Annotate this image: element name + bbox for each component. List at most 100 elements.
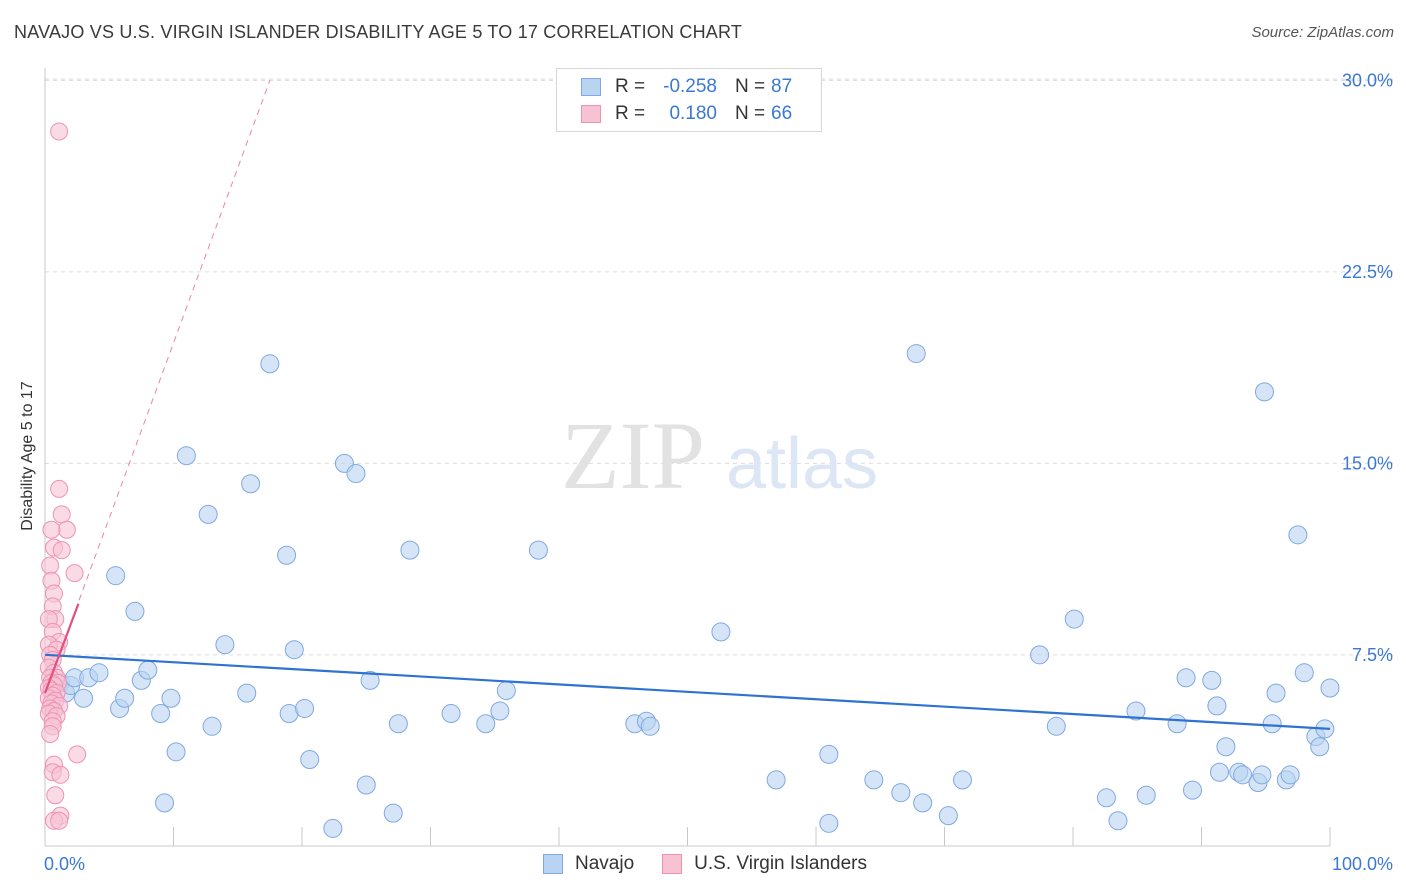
chart-title: NAVAJO VS U.S. VIRGIN ISLANDER DISABILIT… xyxy=(14,22,743,42)
navajo-point xyxy=(1096,788,1116,808)
virgin-n-label: N = xyxy=(735,103,766,124)
navajo-point xyxy=(388,714,408,734)
navajo-point xyxy=(1202,670,1222,690)
navajo-r-value: -0.258 xyxy=(663,76,717,97)
navajo-point xyxy=(161,688,181,708)
virgin-point xyxy=(51,765,70,784)
navajo-point xyxy=(1254,382,1274,402)
legend-item-virgin[interactable]: U.S. Virgin Islanders xyxy=(662,853,867,875)
virgin-legend-swatch-icon xyxy=(662,854,683,874)
navajo-point xyxy=(1233,765,1253,785)
navajo-point xyxy=(155,793,175,813)
x-tick-label-min: 0.0% xyxy=(44,854,85,874)
navajo-n-value: 87 xyxy=(771,76,793,97)
virgin-trend-line xyxy=(43,603,80,694)
navajo-point xyxy=(125,601,145,621)
navajo-point xyxy=(952,770,972,790)
correlation-stats-box: R = -0.258 N = 87 R = 0.180 N = 66 xyxy=(556,68,822,132)
navajo-point xyxy=(202,716,222,736)
watermark-zip: ZIP xyxy=(561,402,705,509)
navajo-point xyxy=(1294,663,1314,683)
navajo-point xyxy=(1183,780,1203,800)
navajo-point xyxy=(1288,525,1308,545)
navajo-point xyxy=(766,770,786,790)
navajo-point xyxy=(215,635,235,655)
virgin-point xyxy=(50,479,69,498)
navajo-trend-line xyxy=(44,653,1331,730)
navajo-point xyxy=(711,622,731,642)
watermark-atlas: atlas xyxy=(726,424,878,504)
virgin-point xyxy=(68,745,87,764)
legend-item-navajo[interactable]: Navajo xyxy=(543,853,634,875)
navajo-point xyxy=(241,474,261,494)
navajo-point xyxy=(1209,762,1229,782)
navajo-point xyxy=(864,770,884,790)
virgin-point xyxy=(41,724,60,743)
navajo-point xyxy=(284,640,304,660)
navajo-point xyxy=(151,704,171,724)
stats-row-virgin: R = 0.180 N = 66 xyxy=(581,101,792,127)
virgin-point xyxy=(46,786,65,805)
navajo-point xyxy=(1108,811,1128,831)
virgin-point xyxy=(42,520,61,539)
virgin-point xyxy=(50,122,69,141)
navajo-point xyxy=(400,540,420,560)
navajo-point xyxy=(640,716,660,736)
virgin-n-value: 66 xyxy=(771,103,793,124)
navajo-point xyxy=(913,793,933,813)
navajo-point xyxy=(1046,716,1066,736)
chart-legend: Navajo U.S. Virgin Islanders xyxy=(0,852,1406,876)
source-label: Source: ZipAtlas.com xyxy=(1251,24,1394,41)
navajo-point xyxy=(1030,645,1050,665)
navajo-point xyxy=(138,660,158,680)
navajo-point xyxy=(176,446,196,466)
navajo-point xyxy=(346,464,366,484)
navajo-point xyxy=(819,813,839,833)
virgin-point xyxy=(52,505,71,524)
y-tick-label: 7.5% xyxy=(1352,645,1393,665)
virgin-r-label: R = xyxy=(615,103,646,124)
navajo-point xyxy=(300,749,320,769)
navajo-point xyxy=(1280,765,1300,785)
navajo-point xyxy=(528,540,548,560)
navajo-point xyxy=(277,545,297,565)
virgin-r-value: 0.180 xyxy=(669,103,717,124)
navajo-point xyxy=(1266,683,1286,703)
y-tick-label: 30.0% xyxy=(1342,70,1393,90)
navajo-point xyxy=(115,688,135,708)
legend-label-navajo: Navajo xyxy=(575,853,635,874)
navajo-point xyxy=(496,681,516,701)
navajo-point xyxy=(441,704,461,724)
virgin-point xyxy=(65,564,84,583)
navajo-point xyxy=(383,803,403,823)
navajo-point xyxy=(295,698,315,718)
navajo-point xyxy=(1167,714,1187,734)
navajo-point xyxy=(906,344,926,364)
virgin-point xyxy=(41,556,60,575)
navajo-point xyxy=(1064,609,1084,629)
navajo-point xyxy=(1310,737,1330,757)
navajo-point xyxy=(1207,696,1227,716)
navajo-r-label: R = xyxy=(615,76,646,97)
y-tick-label: 22.5% xyxy=(1342,262,1393,282)
navajo-point xyxy=(89,663,109,683)
navajo-point xyxy=(74,688,94,708)
x-tick-label-max: 100.0% xyxy=(1332,854,1393,874)
navajo-point xyxy=(1176,668,1196,688)
virgin-point xyxy=(57,520,76,539)
y-tick-label: 15.0% xyxy=(1342,453,1393,473)
virgin-swatch-icon xyxy=(581,105,601,123)
navajo-point xyxy=(1136,785,1156,805)
navajo-point xyxy=(198,504,218,524)
navajo-point xyxy=(938,806,958,826)
navajo-point xyxy=(1252,765,1272,785)
navajo-point xyxy=(819,744,839,764)
navajo-point xyxy=(891,783,911,803)
navajo-point xyxy=(1126,701,1146,721)
navajo-point xyxy=(476,714,496,734)
navajo-n-label: N = xyxy=(735,76,766,97)
navajo-point xyxy=(106,566,126,586)
navajo-point xyxy=(360,670,380,690)
navajo-legend-swatch-icon xyxy=(543,854,563,874)
